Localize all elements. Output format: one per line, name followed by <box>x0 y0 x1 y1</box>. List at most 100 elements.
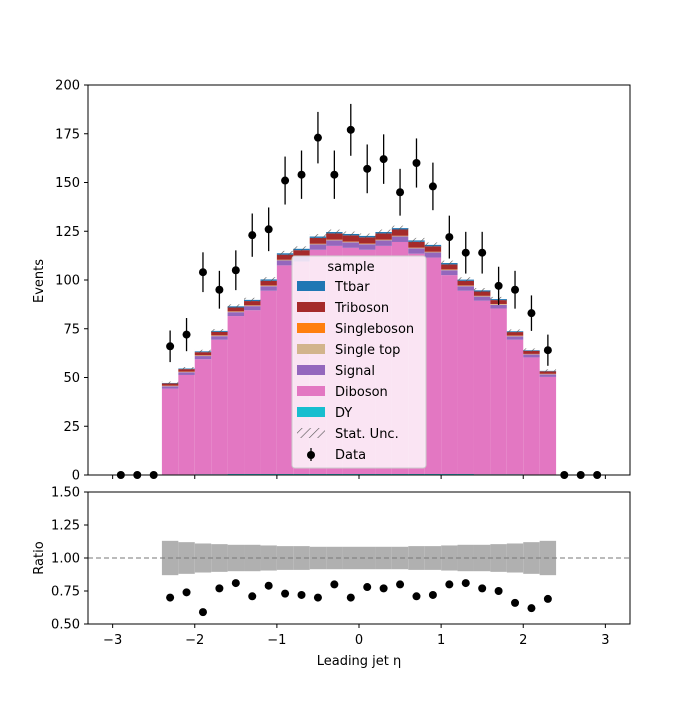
legend-swatch <box>297 365 325 375</box>
stack-bar <box>195 356 211 359</box>
y-tick-label: 1.25 <box>51 519 80 534</box>
unc-hatch <box>441 261 457 266</box>
ratio-point <box>495 587 503 595</box>
data-point <box>363 165 371 173</box>
stack-bar <box>375 240 391 245</box>
ratio-point <box>330 580 338 588</box>
unc-hatch <box>211 329 227 333</box>
unc-hatch <box>310 234 326 239</box>
unc-hatch <box>277 251 293 256</box>
unc-hatch <box>293 246 309 251</box>
data-point <box>281 177 289 185</box>
legend-swatch <box>297 323 325 333</box>
y-tick-label: 75 <box>63 322 80 337</box>
stack-bar <box>540 374 556 377</box>
stack-bar <box>392 236 408 237</box>
legend-swatch <box>297 386 325 396</box>
stack-bar <box>162 389 178 475</box>
stack-bar <box>228 312 244 316</box>
data-point <box>166 342 174 350</box>
unc-hatch <box>425 242 441 247</box>
legend-label: Ttbar <box>334 280 370 295</box>
stack-bar <box>260 286 276 287</box>
ratio-point <box>347 594 355 602</box>
stack-bar <box>425 258 441 474</box>
stack-bar <box>310 244 326 245</box>
unc-hatch <box>458 277 474 282</box>
stack-bar <box>490 305 506 309</box>
x-axis-label: Leading jet η <box>317 654 402 669</box>
y-tick-label: 1.00 <box>51 552 80 567</box>
unc-hatch <box>523 348 539 352</box>
unc-hatch <box>178 367 194 370</box>
stack-bar <box>474 296 490 297</box>
legend-label: Stat. Unc. <box>335 427 399 442</box>
stack-bar <box>458 291 474 474</box>
legend-swatch <box>297 407 325 417</box>
stack-bar <box>375 240 391 241</box>
stack-bar <box>178 372 194 375</box>
stack-bar <box>474 301 490 475</box>
y-tick-label: 25 <box>63 420 80 435</box>
data-point <box>265 225 273 233</box>
stack-bar <box>458 286 474 290</box>
y-tick-label: 1.50 <box>51 486 80 501</box>
y-tick-label: 0.50 <box>51 618 80 633</box>
stack-bar <box>310 245 326 250</box>
legend-swatch <box>297 428 325 438</box>
data-point <box>347 126 355 134</box>
unc-hatch <box>507 329 523 333</box>
legend-swatch <box>307 451 315 459</box>
stack-bar <box>211 340 227 475</box>
unc-hatch <box>375 230 391 235</box>
stack-bar <box>211 336 227 340</box>
ratio-point <box>462 579 470 587</box>
data-point <box>380 155 388 163</box>
stack-bar <box>244 306 260 307</box>
y-tick-label: 50 <box>63 371 80 386</box>
stack-bar <box>277 265 293 474</box>
x-tick-label: −1 <box>267 633 286 648</box>
legend-label: Triboson <box>334 301 389 316</box>
data-point <box>298 171 306 179</box>
ratio-point <box>429 591 437 599</box>
data-point <box>511 286 519 294</box>
data-point <box>478 249 486 257</box>
x-tick-label: −3 <box>103 633 122 648</box>
data-point <box>462 249 470 257</box>
data-point <box>183 331 191 339</box>
ratio-point <box>199 608 207 616</box>
stack-bar <box>523 354 539 357</box>
unc-hatch <box>540 369 556 372</box>
stack-bar <box>441 275 457 474</box>
unc-hatch <box>326 230 342 235</box>
data-point <box>396 188 404 196</box>
ratio-point <box>445 580 453 588</box>
data-point <box>495 282 503 290</box>
stack-bar <box>408 248 424 249</box>
stack-bar <box>228 316 244 474</box>
legend-label: DY <box>335 406 352 421</box>
x-tick-label: −2 <box>185 633 204 648</box>
data-point <box>429 182 437 190</box>
stack-bar <box>277 260 293 261</box>
ratio-point <box>380 584 388 592</box>
stack-bar <box>343 242 359 247</box>
stack-bar <box>523 357 539 474</box>
y-tick-label: 0 <box>72 469 80 484</box>
stack-bar <box>540 377 556 475</box>
stack-bar <box>507 340 523 475</box>
unc-hatch <box>260 277 276 281</box>
data-point <box>527 309 535 317</box>
ratio-point <box>166 594 174 602</box>
unc-hatch <box>408 238 424 243</box>
data-point <box>232 266 240 274</box>
main-y-axis-label: Events <box>32 259 47 303</box>
legend-label: Single top <box>335 343 400 358</box>
stack-bar <box>195 359 211 474</box>
ratio-point <box>478 584 486 592</box>
stack-bar <box>408 248 424 253</box>
legend-swatch <box>297 302 325 312</box>
ratio-point <box>363 583 371 591</box>
unc-hatch <box>343 232 359 237</box>
